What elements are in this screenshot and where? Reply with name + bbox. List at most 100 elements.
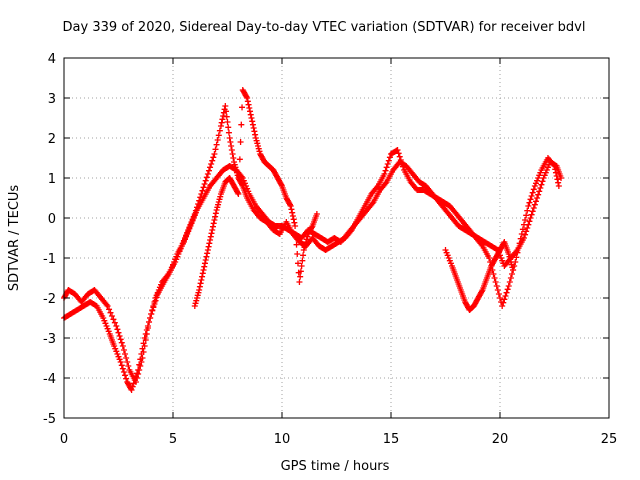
data-point xyxy=(115,353,122,360)
data-point xyxy=(528,193,535,199)
data-point xyxy=(395,150,402,157)
data-point xyxy=(132,379,139,385)
data-point xyxy=(199,270,206,277)
data-point xyxy=(193,297,200,304)
data-point xyxy=(105,328,112,335)
data-point xyxy=(398,160,405,167)
data-point xyxy=(513,248,520,255)
data-point xyxy=(252,135,259,141)
data-point xyxy=(149,307,156,313)
data-point xyxy=(373,184,380,191)
data-point xyxy=(236,173,243,180)
data-point xyxy=(206,240,213,247)
data-point xyxy=(123,355,130,361)
data-point xyxy=(212,146,219,153)
data-point xyxy=(508,271,515,277)
data-point xyxy=(153,292,160,299)
data-point xyxy=(248,115,255,121)
data-point xyxy=(526,218,533,225)
data-point xyxy=(302,241,309,248)
data-point xyxy=(123,375,130,382)
data-point xyxy=(217,193,224,200)
data-point xyxy=(246,105,253,111)
data-point xyxy=(208,230,215,237)
data-point xyxy=(176,248,183,255)
data-point xyxy=(201,181,208,187)
data-point xyxy=(300,247,307,253)
data-point xyxy=(231,159,238,165)
data-point xyxy=(148,311,155,317)
data-point xyxy=(213,141,220,148)
data-point xyxy=(442,247,449,253)
data-point xyxy=(294,260,301,267)
data-point xyxy=(536,172,543,179)
data-point xyxy=(294,251,301,257)
data-point xyxy=(508,261,515,268)
data-point xyxy=(491,275,498,281)
x-axis: 0 5 10 15 20 25 xyxy=(60,58,617,447)
data-point xyxy=(211,151,218,157)
data-point xyxy=(244,98,251,105)
data-point xyxy=(122,351,129,357)
data-point xyxy=(207,233,214,240)
data-point xyxy=(252,131,259,138)
chart-title: Day 339 of 2020, Sidereal Day-to-day VTE… xyxy=(63,20,586,35)
data-point xyxy=(543,167,550,173)
data-point xyxy=(517,235,524,242)
data-point xyxy=(138,359,145,365)
data-point xyxy=(233,167,240,173)
data-point xyxy=(175,251,182,257)
data-point xyxy=(254,140,261,147)
data-point xyxy=(204,171,211,177)
data-point xyxy=(250,125,257,131)
data-point xyxy=(230,155,237,161)
data-point xyxy=(203,174,210,181)
data-point xyxy=(191,303,198,309)
data-point xyxy=(542,169,549,176)
data-point xyxy=(289,213,296,219)
data-point xyxy=(494,287,501,293)
data-point xyxy=(202,177,209,184)
data-point xyxy=(502,293,509,299)
data-point xyxy=(228,143,235,149)
data-point xyxy=(529,189,536,196)
data-point xyxy=(524,225,531,231)
data-point xyxy=(146,319,153,325)
data-point xyxy=(486,255,493,261)
data-point xyxy=(289,209,296,216)
data-point xyxy=(256,148,263,155)
data-point xyxy=(118,362,125,369)
data-point xyxy=(498,255,505,261)
data-point xyxy=(225,124,232,131)
data-point xyxy=(555,179,562,186)
data-point xyxy=(236,156,243,163)
data-point xyxy=(555,183,562,189)
data-point xyxy=(143,331,150,337)
data-point xyxy=(213,207,220,213)
data-point xyxy=(196,283,203,290)
data-point xyxy=(382,167,389,174)
plot-frame xyxy=(63,57,610,419)
data-point xyxy=(209,157,216,164)
data-point xyxy=(444,252,451,259)
data-point xyxy=(113,323,120,329)
data-point xyxy=(108,313,115,319)
data-point xyxy=(503,289,510,296)
data-point xyxy=(219,116,226,123)
data-point xyxy=(186,224,193,231)
data-point xyxy=(174,253,181,260)
data-point xyxy=(249,121,256,128)
data-point xyxy=(385,157,392,164)
data-point xyxy=(522,231,529,238)
data-point xyxy=(234,189,241,196)
data-point xyxy=(233,169,240,176)
data-point xyxy=(103,323,110,329)
data-point xyxy=(177,245,184,252)
data-point xyxy=(195,289,202,296)
data-point xyxy=(204,247,211,253)
data-point xyxy=(185,227,192,233)
data-point xyxy=(117,336,124,343)
data-point xyxy=(189,216,196,223)
data-point xyxy=(249,118,256,125)
data-point xyxy=(247,111,254,118)
